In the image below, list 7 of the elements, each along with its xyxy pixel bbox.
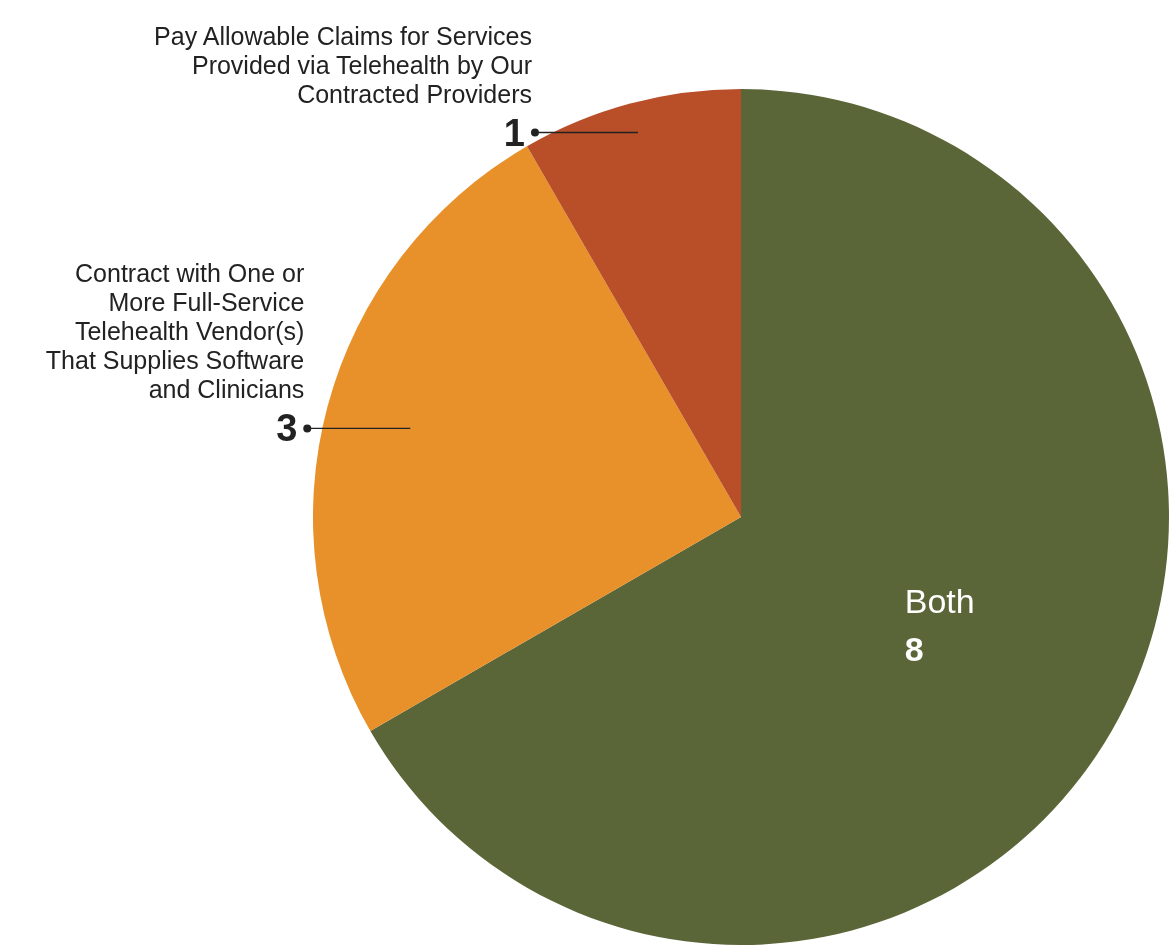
slice-label: Contract with One or More Full-Service Telehealth Vendor(s) That Supplies Software and Clinicians (45, 259, 305, 404)
data-label: 3 (276, 407, 298, 450)
data-label: 8 (904, 630, 924, 669)
data-label: 1 (503, 111, 525, 154)
slice-label: Both (904, 582, 975, 621)
slice-label: Pay Allowable Claims for Services Provided via Telehealth by Our Contracted Providers (154, 21, 532, 108)
pie-slice (313, 146, 741, 731)
